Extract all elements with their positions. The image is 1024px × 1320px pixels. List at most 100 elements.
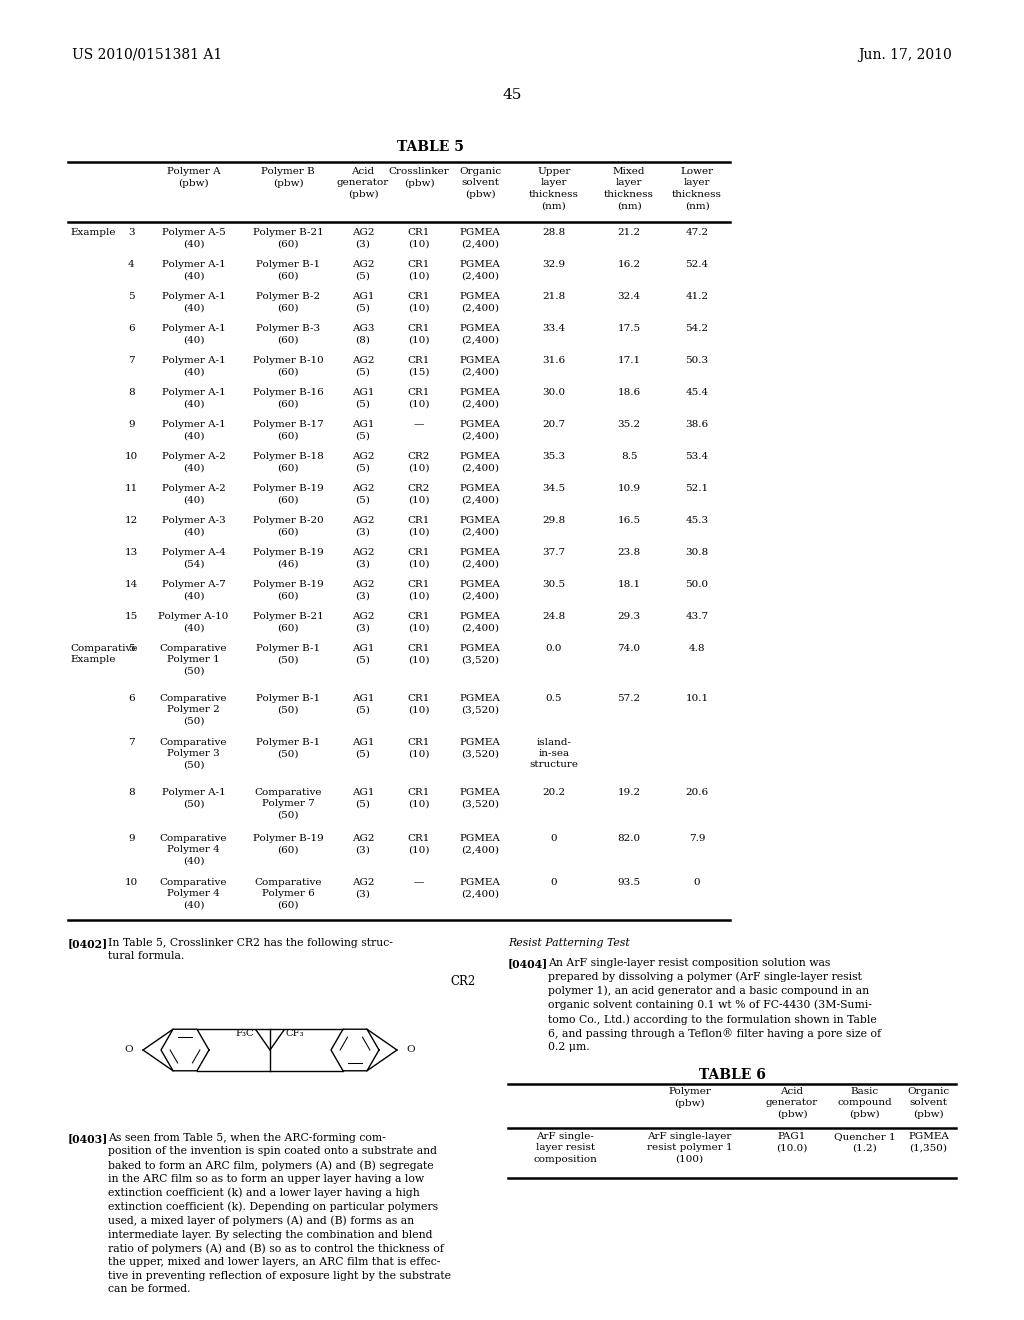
Text: 30.0: 30.0 xyxy=(543,388,565,397)
Text: PGMEA
(2,400): PGMEA (2,400) xyxy=(460,323,501,345)
Text: Polymer B-10
(60): Polymer B-10 (60) xyxy=(253,356,324,376)
Text: —: — xyxy=(414,420,424,429)
Text: 20.6: 20.6 xyxy=(685,788,709,797)
Text: TABLE 5: TABLE 5 xyxy=(396,140,464,154)
Text: Acid
generator
(pbw): Acid generator (pbw) xyxy=(337,168,389,199)
Text: AG2
(5): AG2 (5) xyxy=(352,356,374,376)
Text: 23.8: 23.8 xyxy=(617,548,641,557)
Text: Polymer B-1
(50): Polymer B-1 (50) xyxy=(256,738,321,758)
Text: Polymer B-21
(60): Polymer B-21 (60) xyxy=(253,228,324,248)
Text: 6: 6 xyxy=(128,323,135,333)
Text: Comparative
Polymer 3
(50): Comparative Polymer 3 (50) xyxy=(160,738,227,770)
Text: 10.1: 10.1 xyxy=(685,694,709,704)
Text: Organic
solvent
(pbw): Organic solvent (pbw) xyxy=(907,1086,949,1119)
Text: As seen from Table 5, when the ARC-forming com-
position of the invention is spi: As seen from Table 5, when the ARC-formi… xyxy=(108,1133,451,1294)
Text: Polymer B-16
(60): Polymer B-16 (60) xyxy=(253,388,324,408)
Text: 11: 11 xyxy=(125,484,138,492)
Text: Polymer A-2
(40): Polymer A-2 (40) xyxy=(162,484,225,504)
Text: Comparative
Polymer 4
(40): Comparative Polymer 4 (40) xyxy=(160,878,227,909)
Text: AG1
(5): AG1 (5) xyxy=(352,644,374,664)
Text: 45: 45 xyxy=(503,88,521,102)
Text: Polymer A-1
(40): Polymer A-1 (40) xyxy=(162,260,225,280)
Text: Polymer A
(pbw): Polymer A (pbw) xyxy=(167,168,220,187)
Text: island-
in-sea
structure: island- in-sea structure xyxy=(529,738,579,770)
Text: PGMEA
(2,400): PGMEA (2,400) xyxy=(460,834,501,854)
Text: 9: 9 xyxy=(128,834,135,843)
Text: CR1
(10): CR1 (10) xyxy=(408,228,430,248)
Text: 35.3: 35.3 xyxy=(543,451,565,461)
Text: 57.2: 57.2 xyxy=(617,694,641,704)
Text: 13: 13 xyxy=(125,548,138,557)
Text: [0403]: [0403] xyxy=(68,1133,109,1144)
Text: Polymer B-1
(50): Polymer B-1 (50) xyxy=(256,644,321,664)
Text: Polymer B-19
(46): Polymer B-19 (46) xyxy=(253,548,324,568)
Text: Comparative
Polymer 2
(50): Comparative Polymer 2 (50) xyxy=(160,694,227,725)
Text: Polymer B-19
(60): Polymer B-19 (60) xyxy=(253,579,324,601)
Text: 3: 3 xyxy=(128,228,135,238)
Text: CR2: CR2 xyxy=(450,975,475,987)
Text: PGMEA
(2,400): PGMEA (2,400) xyxy=(460,548,501,568)
Text: PGMEA
(2,400): PGMEA (2,400) xyxy=(460,484,501,504)
Text: 10.9: 10.9 xyxy=(617,484,641,492)
Text: AG2
(5): AG2 (5) xyxy=(352,260,374,280)
Text: 50.3: 50.3 xyxy=(685,356,709,366)
Text: Polymer A-4
(54): Polymer A-4 (54) xyxy=(162,548,225,568)
Text: 4: 4 xyxy=(128,260,135,269)
Text: Polymer B-17
(60): Polymer B-17 (60) xyxy=(253,420,324,440)
Text: 10: 10 xyxy=(125,878,138,887)
Text: Polymer A-3
(40): Polymer A-3 (40) xyxy=(162,516,225,536)
Text: 12: 12 xyxy=(125,516,138,525)
Text: Comparative
Polymer 6
(60): Comparative Polymer 6 (60) xyxy=(254,878,322,909)
Text: Comparative
Polymer 1
(50): Comparative Polymer 1 (50) xyxy=(160,644,227,676)
Text: Polymer B-3
(60): Polymer B-3 (60) xyxy=(256,323,321,345)
Text: AG2
(3): AG2 (3) xyxy=(352,878,374,898)
Text: Polymer B-20
(60): Polymer B-20 (60) xyxy=(253,516,324,536)
Text: AG2
(3): AG2 (3) xyxy=(352,516,374,536)
Text: Acid
generator
(pbw): Acid generator (pbw) xyxy=(766,1086,818,1119)
Text: 43.7: 43.7 xyxy=(685,612,709,620)
Text: AG2
(3): AG2 (3) xyxy=(352,548,374,568)
Text: 21.2: 21.2 xyxy=(617,228,641,238)
Text: 0: 0 xyxy=(551,878,557,887)
Text: Basic
compound
(pbw): Basic compound (pbw) xyxy=(838,1086,892,1119)
Text: 8.5: 8.5 xyxy=(621,451,637,461)
Text: 15: 15 xyxy=(125,612,138,620)
Text: Polymer B-18
(60): Polymer B-18 (60) xyxy=(253,451,324,473)
Text: 7: 7 xyxy=(128,738,135,747)
Text: Quencher 1
(1.2): Quencher 1 (1.2) xyxy=(834,1133,895,1152)
Text: AG1
(5): AG1 (5) xyxy=(352,788,374,808)
Text: —: — xyxy=(414,878,424,887)
Text: 54.2: 54.2 xyxy=(685,323,709,333)
Text: 7: 7 xyxy=(128,356,135,366)
Text: 45.4: 45.4 xyxy=(685,388,709,397)
Text: 53.4: 53.4 xyxy=(685,451,709,461)
Text: Polymer A-1
(40): Polymer A-1 (40) xyxy=(162,420,225,440)
Text: Polymer B
(pbw): Polymer B (pbw) xyxy=(261,168,314,187)
Text: CR1
(10): CR1 (10) xyxy=(408,323,430,345)
Text: CR1
(10): CR1 (10) xyxy=(408,694,430,714)
Text: CR1
(15): CR1 (15) xyxy=(408,356,430,376)
Text: 5: 5 xyxy=(128,292,135,301)
Text: CR1
(10): CR1 (10) xyxy=(408,612,430,632)
Text: Jun. 17, 2010: Jun. 17, 2010 xyxy=(858,48,952,62)
Text: PGMEA
(2,400): PGMEA (2,400) xyxy=(460,451,501,473)
Text: 33.4: 33.4 xyxy=(543,323,565,333)
Text: Polymer B-19
(60): Polymer B-19 (60) xyxy=(253,484,324,504)
Text: Polymer B-1
(50): Polymer B-1 (50) xyxy=(256,694,321,714)
Text: PGMEA
(3,520): PGMEA (3,520) xyxy=(460,644,501,664)
Text: 21.8: 21.8 xyxy=(543,292,565,301)
Text: O: O xyxy=(407,1045,416,1055)
Text: AG1
(5): AG1 (5) xyxy=(352,420,374,440)
Text: 47.2: 47.2 xyxy=(685,228,709,238)
Text: 32.4: 32.4 xyxy=(617,292,641,301)
Text: PGMEA
(2,400): PGMEA (2,400) xyxy=(460,878,501,898)
Text: 82.0: 82.0 xyxy=(617,834,641,843)
Text: ArF single-
layer resist
composition: ArF single- layer resist composition xyxy=(534,1133,597,1164)
Text: 16.5: 16.5 xyxy=(617,516,641,525)
Text: CR1
(10): CR1 (10) xyxy=(408,788,430,808)
Text: Lower
layer
thickness
(nm): Lower layer thickness (nm) xyxy=(672,168,722,210)
Text: Polymer A-1
(40): Polymer A-1 (40) xyxy=(162,356,225,376)
Text: 74.0: 74.0 xyxy=(617,644,641,653)
Text: CF₃: CF₃ xyxy=(286,1030,304,1038)
Text: AG3
(8): AG3 (8) xyxy=(352,323,374,345)
